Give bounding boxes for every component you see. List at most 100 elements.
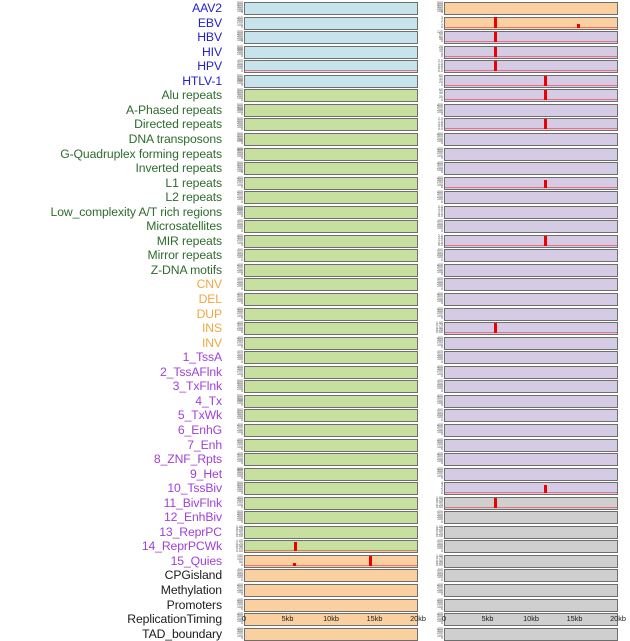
track-row[interactable]: 400 300 200 100 0 bbox=[222, 583, 418, 597]
track-row[interactable]: 400 300 200 100 0 bbox=[422, 220, 618, 234]
track-row[interactable]: 500 400 300 200 100 0 bbox=[222, 132, 418, 146]
track-row[interactable]: 400 300 200 100 0 bbox=[422, 409, 618, 423]
track-plot-area[interactable] bbox=[444, 118, 618, 132]
track-row[interactable]: 60 40 20 0 bbox=[422, 74, 618, 88]
track-plot-area[interactable] bbox=[444, 293, 618, 306]
track-plot-area[interactable] bbox=[444, 438, 618, 452]
track-row[interactable]: 400 300 200 100 0 bbox=[222, 612, 418, 627]
track-plot-area[interactable] bbox=[244, 89, 418, 103]
track-plot-area[interactable] bbox=[444, 351, 618, 365]
track-row[interactable]: 400 300 200 100 0 bbox=[422, 423, 618, 437]
track-plot-area[interactable] bbox=[444, 336, 618, 350]
track-row[interactable]: 400 300 200 100 0 bbox=[422, 103, 618, 117]
track-row[interactable]: 500 400 300 200 100 0 bbox=[222, 89, 418, 103]
track-row[interactable]: 500 400 300 200 100 0 bbox=[222, 380, 418, 394]
track-plot-area[interactable] bbox=[244, 103, 418, 117]
track-row[interactable]: 400 300 200 100 0 bbox=[222, 60, 418, 74]
track-plot-area[interactable] bbox=[244, 365, 418, 379]
track-row[interactable]: 2.0 1.5 1.0 0.5 0.0 bbox=[422, 118, 618, 132]
track-row[interactable]: 400 300 200 100 0 bbox=[422, 511, 618, 525]
track-row[interactable]: 1.00 0.75 0.50 0.25 0.00 bbox=[422, 321, 618, 336]
track-plot-area[interactable] bbox=[444, 74, 618, 88]
track-plot-area[interactable] bbox=[244, 205, 418, 219]
track-plot-area[interactable] bbox=[444, 554, 618, 568]
track-plot-area[interactable] bbox=[244, 16, 418, 30]
track-row[interactable]: 1.00 0.75 0.50 0.25 0.00 bbox=[222, 540, 418, 554]
track-plot-area[interactable] bbox=[444, 307, 618, 321]
track-plot-area[interactable] bbox=[244, 263, 418, 277]
track-row[interactable]: 400 300 200 100 0 bbox=[222, 234, 418, 248]
track-row[interactable]: 1.00 0.75 0.50 0.25 0.00 bbox=[422, 554, 618, 568]
track-plot-area[interactable] bbox=[244, 147, 418, 161]
track-plot-area[interactable] bbox=[444, 482, 618, 496]
track-row[interactable]: 400 300 200 100 0 bbox=[422, 132, 618, 146]
track-plot-area[interactable] bbox=[444, 132, 618, 146]
track-row[interactable]: 500 400 300 200 100 0 bbox=[222, 394, 418, 408]
track-plot-area[interactable] bbox=[244, 191, 418, 205]
track-row[interactable]: 500 400 300 200 100 0 bbox=[422, 1, 618, 15]
track-plot-area[interactable] bbox=[444, 31, 618, 45]
track-row[interactable]: 400 300 200 100 0 bbox=[422, 612, 618, 627]
track-plot-area[interactable] bbox=[444, 453, 618, 467]
track-row[interactable]: 1.00 0.75 0.50 0.25 0.00 bbox=[422, 496, 618, 510]
track-plot-area[interactable] bbox=[244, 45, 418, 59]
track-row[interactable]: 1.00 0.75 0.50 0.25 0.00 bbox=[222, 525, 418, 539]
track-plot-area[interactable] bbox=[244, 60, 418, 74]
track-row[interactable]: 500 400 300 200 100 0 bbox=[222, 118, 418, 132]
track-plot-area[interactable] bbox=[444, 220, 618, 234]
track-row[interactable]: 400 300 200 100 0 bbox=[422, 452, 618, 467]
track-row[interactable]: 400 300 200 100 0 bbox=[422, 598, 618, 612]
track-row[interactable]: 400 300 200 100 0 bbox=[222, 321, 418, 336]
track-row[interactable]: 500 400 300 200 100 0 bbox=[222, 45, 418, 59]
track-plot-area[interactable] bbox=[244, 394, 418, 408]
track-row[interactable]: 400 300 200 100 0 bbox=[222, 351, 418, 365]
track-plot-area[interactable] bbox=[244, 496, 418, 510]
track-plot-area[interactable] bbox=[444, 496, 618, 510]
track-row[interactable]: 400 300 200 100 0 bbox=[222, 176, 418, 190]
track-row[interactable]: 400 300 200 100 0 bbox=[422, 365, 618, 379]
track-row[interactable]: 400 300 200 100 0 bbox=[422, 569, 618, 583]
track-row[interactable]: 500 400 300 200 100 0 bbox=[222, 482, 418, 496]
track-plot-area[interactable] bbox=[444, 16, 618, 30]
track-row[interactable]: 400 300 200 100 0 bbox=[222, 16, 418, 30]
track-row[interactable]: 500 400 300 200 100 0 bbox=[222, 161, 418, 176]
track-row[interactable]: 400 300 200 100 0 bbox=[222, 496, 418, 510]
track-row[interactable]: 400 300 200 100 0 bbox=[422, 540, 618, 554]
track-plot-area[interactable] bbox=[444, 45, 618, 59]
track-plot-area[interactable] bbox=[244, 307, 418, 321]
track-plot-area[interactable] bbox=[444, 540, 618, 554]
track-plot-area[interactable] bbox=[444, 467, 618, 481]
track-plot-area[interactable] bbox=[444, 598, 618, 612]
track-plot-area[interactable] bbox=[444, 2, 618, 15]
track-row[interactable]: 400 300 200 100 0 bbox=[422, 161, 618, 176]
track-row[interactable]: 400 300 200 100 0 bbox=[222, 307, 418, 321]
track-row[interactable]: 400 300 200 100 0 bbox=[422, 292, 618, 306]
track-plot-area[interactable] bbox=[444, 569, 618, 583]
track-plot-area[interactable] bbox=[444, 613, 618, 627]
track-plot-area[interactable] bbox=[444, 365, 618, 379]
track-plot-area[interactable] bbox=[244, 118, 418, 132]
track-row[interactable]: 400 300 200 100 0 bbox=[422, 394, 618, 408]
track-plot-area[interactable] bbox=[444, 249, 618, 263]
track-plot-area[interactable] bbox=[444, 147, 618, 161]
track-row[interactable]: 400 300 200 100 0 bbox=[422, 263, 618, 277]
track-row[interactable]: 400 300 200 100 0 bbox=[222, 249, 418, 263]
track-row[interactable]: 400 300 200 100 0 bbox=[222, 336, 418, 350]
track-plot-area[interactable] bbox=[444, 176, 618, 190]
track-row[interactable]: 400 300 200 100 0 bbox=[422, 249, 618, 263]
track-row[interactable]: 500 400 300 200 100 0 bbox=[222, 74, 418, 88]
track-plot-area[interactable] bbox=[244, 482, 418, 496]
track-row[interactable]: 400 300 200 100 0 bbox=[422, 278, 618, 292]
track-row[interactable]: 400 300 200 100 0 bbox=[422, 176, 618, 190]
track-plot-area[interactable] bbox=[444, 394, 618, 408]
track-plot-area[interactable] bbox=[244, 249, 418, 263]
track-plot-area[interactable] bbox=[244, 293, 418, 306]
track-plot-area[interactable] bbox=[244, 569, 418, 583]
track-plot-area[interactable] bbox=[244, 554, 418, 568]
track-plot-area[interactable] bbox=[244, 540, 418, 554]
track-plot-area[interactable] bbox=[244, 220, 418, 234]
track-plot-area[interactable] bbox=[244, 234, 418, 248]
track-plot-area[interactable] bbox=[244, 2, 418, 15]
